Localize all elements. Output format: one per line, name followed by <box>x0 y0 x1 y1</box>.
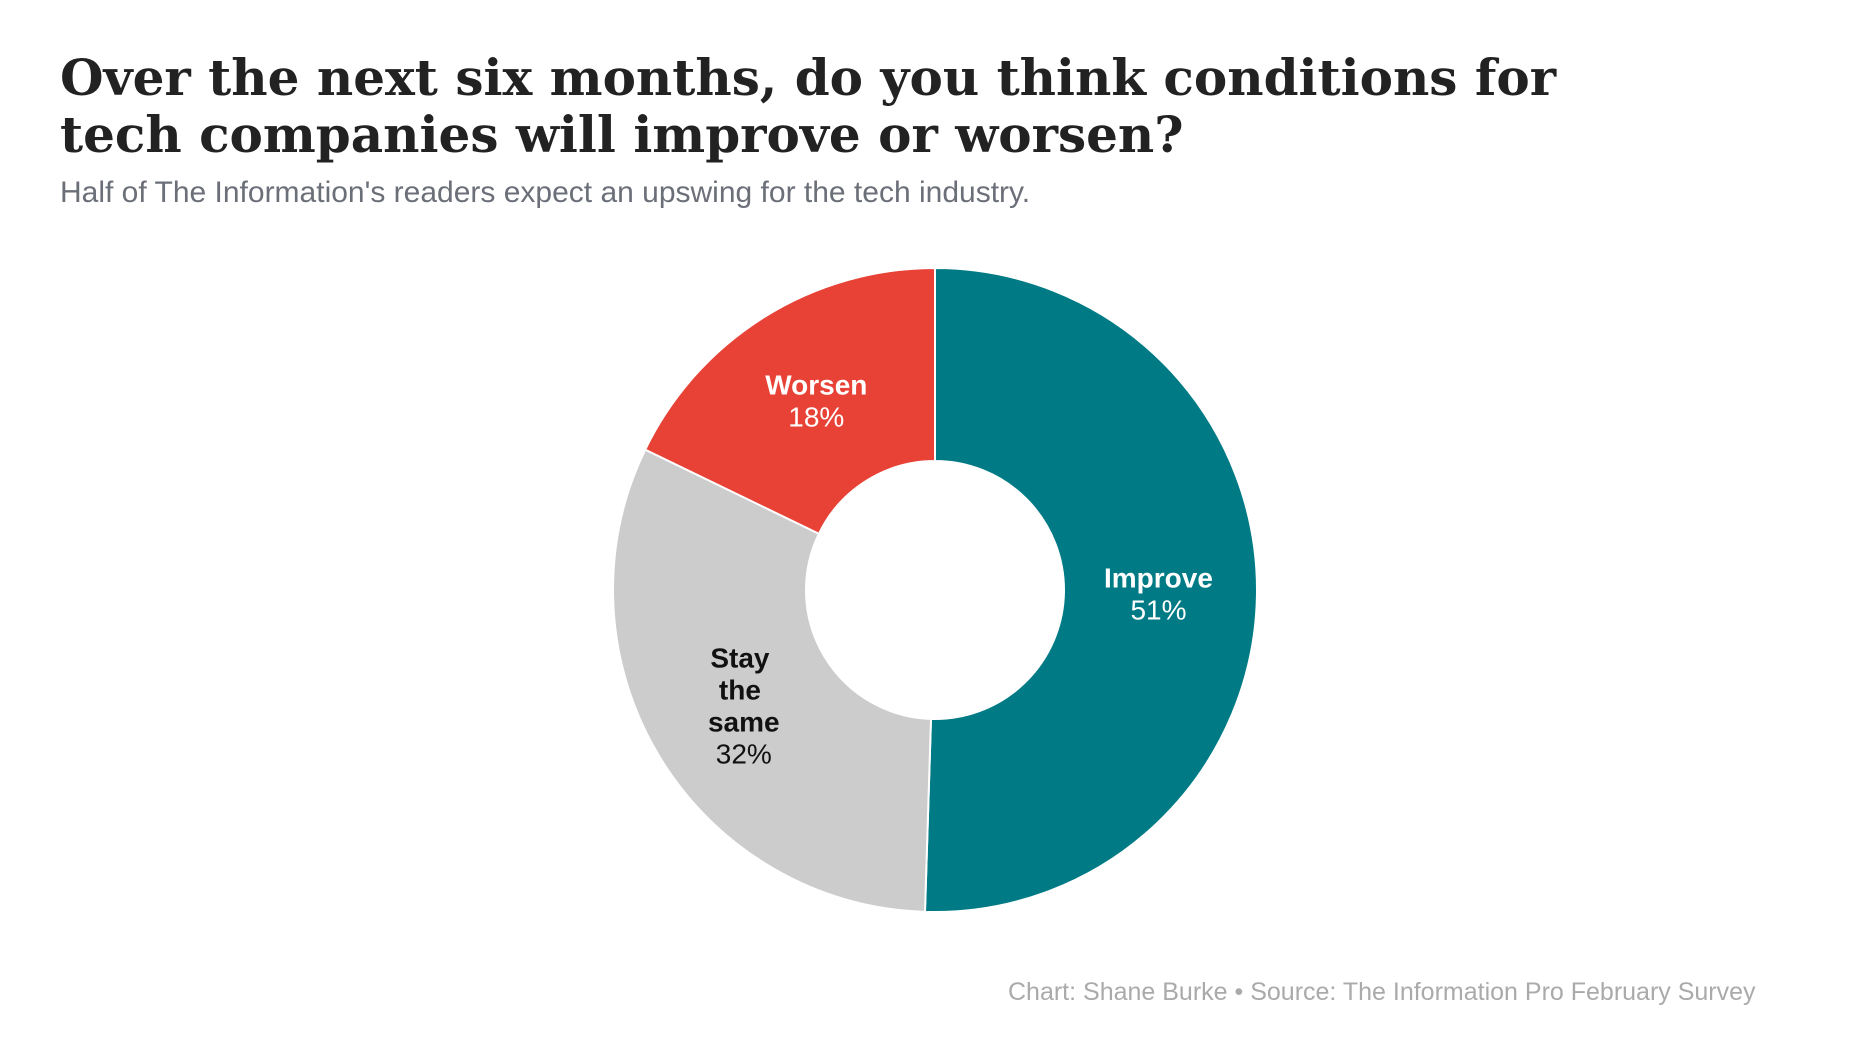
donut-slice <box>643 266 936 536</box>
chart-title: Over the next six months, do you think c… <box>60 48 1573 164</box>
donut-slice <box>612 448 933 913</box>
value-label: 32% <box>716 739 772 770</box>
slice-label: Stay the same <box>708 643 780 738</box>
donut-slice <box>923 266 1258 913</box>
value-label: 51% <box>1130 594 1186 625</box>
chart-footer: Chart: Shane Burke • Source: The Informa… <box>1008 978 1756 1006</box>
slice-label: Worsen <box>765 370 867 401</box>
chart-subtitle: Half of The Information's readers expect… <box>60 176 1030 209</box>
value-label: 18% <box>788 402 844 433</box>
slice-label: Improve <box>1104 562 1213 593</box>
